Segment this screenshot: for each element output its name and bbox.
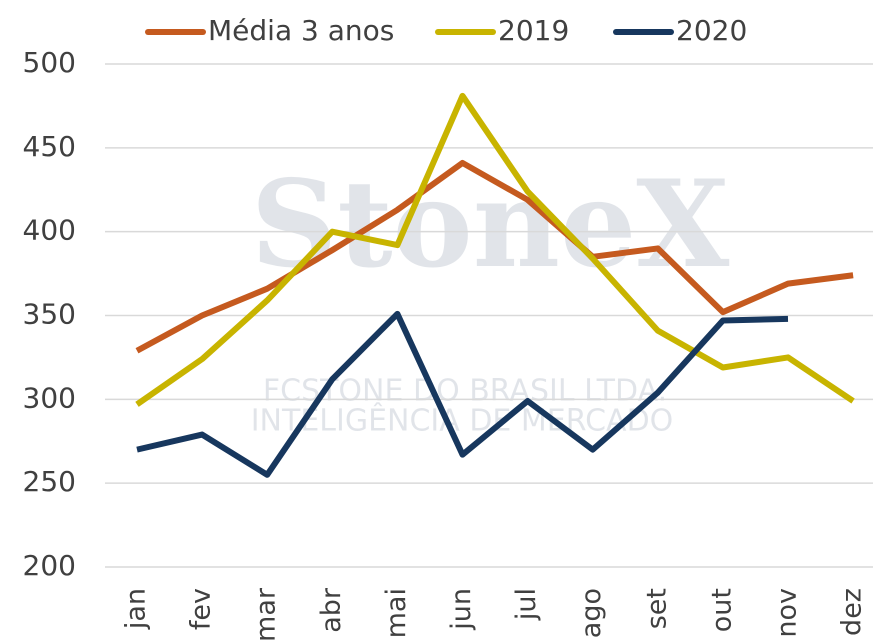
series-line <box>135 159 854 354</box>
x-tick-label: set <box>641 588 672 629</box>
x-tick-label: abr <box>316 587 347 633</box>
x-tick-label: jul <box>511 588 542 621</box>
x-tick-label: mar <box>251 587 282 640</box>
series-line <box>136 310 789 478</box>
legend-label: 2020 <box>676 14 747 47</box>
x-tick-label: ago <box>576 588 607 638</box>
x-tick-label: out <box>706 588 737 632</box>
x-tick-label: nov <box>772 588 803 638</box>
y-tick-label: 400 <box>23 214 76 247</box>
legend-label: Média 3 anos <box>208 14 394 47</box>
y-tick-label: 200 <box>23 549 76 582</box>
y-tick-label: 350 <box>23 298 76 331</box>
y-tick-label: 500 <box>23 46 76 79</box>
x-tick-label: jan <box>121 588 152 630</box>
y-tick-label: 250 <box>23 465 76 498</box>
x-tick-label: jun <box>446 588 477 631</box>
watermark-line: INTELIGÊNCIA DE MERCADO <box>251 403 674 439</box>
y-tick-label: 300 <box>23 381 76 414</box>
x-tick-label: mai <box>381 588 412 638</box>
legend-label: 2019 <box>498 14 569 47</box>
x-tick-label: dez <box>837 588 868 636</box>
series-line <box>135 92 855 407</box>
x-tick-label: fev <box>186 588 217 630</box>
y-tick-label: 450 <box>23 130 76 163</box>
